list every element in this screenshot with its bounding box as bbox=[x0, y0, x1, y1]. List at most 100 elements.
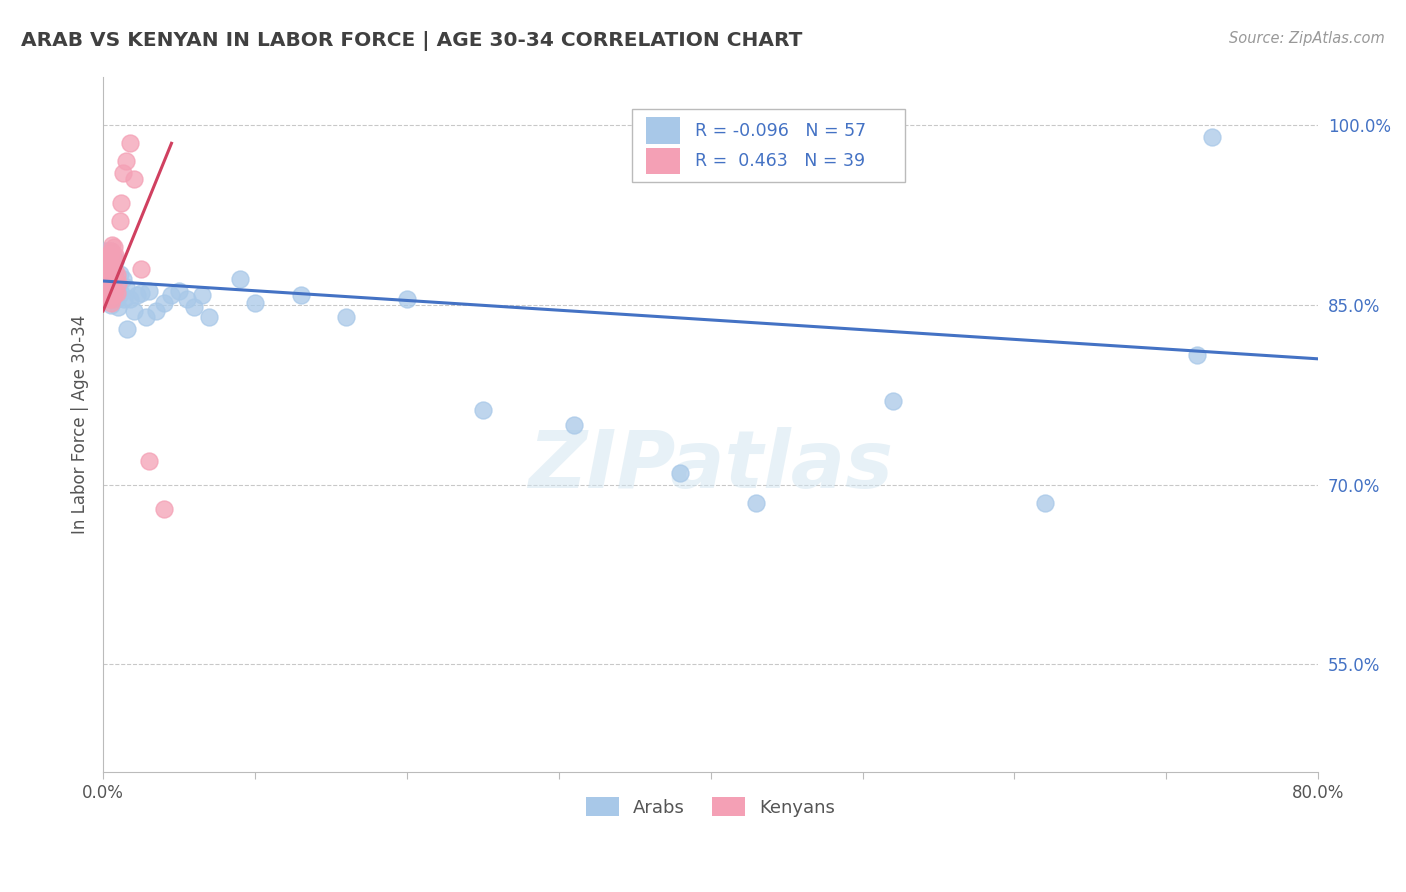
Point bbox=[111, 166, 134, 180]
Point bbox=[129, 262, 152, 277]
Point bbox=[111, 271, 134, 285]
Legend: Arabs, Kenyans: Arabs, Kenyans bbox=[579, 790, 842, 824]
Point bbox=[96, 250, 118, 264]
Point bbox=[100, 298, 122, 312]
Point bbox=[115, 280, 138, 294]
Point bbox=[117, 322, 139, 336]
Point bbox=[98, 250, 121, 264]
Point bbox=[93, 264, 115, 278]
Point bbox=[101, 238, 124, 252]
Point bbox=[100, 260, 122, 274]
Point bbox=[101, 274, 124, 288]
Point bbox=[96, 268, 118, 282]
Point bbox=[112, 292, 135, 306]
Point bbox=[108, 267, 131, 281]
Point bbox=[104, 284, 127, 298]
Point bbox=[1201, 130, 1223, 145]
Point bbox=[120, 292, 142, 306]
Point bbox=[104, 247, 127, 261]
Point bbox=[335, 310, 357, 324]
Point bbox=[145, 304, 167, 318]
Point bbox=[98, 292, 121, 306]
Point bbox=[97, 285, 120, 300]
Point bbox=[100, 295, 122, 310]
Point bbox=[167, 284, 190, 298]
Point bbox=[107, 301, 129, 315]
Point bbox=[96, 288, 118, 302]
Point bbox=[229, 271, 252, 285]
Point bbox=[100, 244, 122, 258]
Point bbox=[93, 262, 115, 277]
Point bbox=[101, 247, 124, 261]
Point bbox=[96, 271, 118, 285]
Point bbox=[93, 244, 115, 258]
Point bbox=[105, 274, 128, 288]
Point bbox=[153, 501, 176, 516]
Point bbox=[105, 285, 128, 300]
Point bbox=[101, 260, 124, 274]
Point bbox=[98, 256, 121, 270]
Point bbox=[104, 271, 127, 285]
Text: R =  0.463   N = 39: R = 0.463 N = 39 bbox=[695, 153, 865, 170]
Point bbox=[745, 495, 768, 509]
Point bbox=[122, 172, 145, 186]
Y-axis label: In Labor Force | Age 30-34: In Labor Force | Age 30-34 bbox=[72, 315, 89, 534]
Point bbox=[562, 417, 585, 432]
Point bbox=[96, 250, 118, 264]
Point bbox=[138, 453, 160, 467]
Point bbox=[125, 288, 148, 302]
Point bbox=[243, 295, 266, 310]
Text: ZIPatlas: ZIPatlas bbox=[529, 427, 893, 506]
Point bbox=[107, 277, 129, 291]
Point bbox=[108, 214, 131, 228]
Point bbox=[1033, 495, 1056, 509]
Point bbox=[176, 292, 198, 306]
Point bbox=[115, 154, 138, 169]
Point bbox=[100, 277, 122, 291]
Point bbox=[97, 244, 120, 258]
Point bbox=[104, 264, 127, 278]
Point bbox=[395, 292, 418, 306]
Point bbox=[129, 285, 152, 300]
Point bbox=[103, 250, 125, 264]
Point bbox=[93, 288, 115, 302]
Point bbox=[101, 292, 124, 306]
Point bbox=[98, 274, 121, 288]
Point bbox=[103, 285, 125, 300]
Point bbox=[97, 280, 120, 294]
Point bbox=[105, 268, 128, 282]
Point bbox=[110, 196, 132, 211]
Point bbox=[153, 295, 176, 310]
Point bbox=[104, 288, 127, 302]
Point bbox=[290, 288, 312, 302]
Point bbox=[101, 247, 124, 261]
Point bbox=[669, 466, 692, 480]
Text: R = -0.096   N = 57: R = -0.096 N = 57 bbox=[695, 121, 866, 139]
Point bbox=[97, 247, 120, 261]
Point bbox=[103, 252, 125, 267]
Point bbox=[103, 271, 125, 285]
Point bbox=[135, 310, 157, 324]
Point bbox=[107, 280, 129, 294]
Point bbox=[98, 285, 121, 300]
Point bbox=[103, 288, 125, 302]
Point bbox=[160, 288, 183, 302]
Point bbox=[471, 403, 494, 417]
Point bbox=[198, 310, 221, 324]
Point bbox=[103, 240, 125, 254]
Point bbox=[110, 285, 132, 300]
Point bbox=[138, 284, 160, 298]
Point bbox=[105, 292, 128, 306]
Point bbox=[100, 262, 122, 277]
FancyBboxPatch shape bbox=[631, 109, 905, 182]
Point bbox=[122, 304, 145, 318]
FancyBboxPatch shape bbox=[647, 148, 681, 175]
FancyBboxPatch shape bbox=[647, 118, 681, 144]
Text: Source: ZipAtlas.com: Source: ZipAtlas.com bbox=[1229, 31, 1385, 46]
Point bbox=[101, 292, 124, 306]
Point bbox=[101, 264, 124, 278]
Point bbox=[183, 301, 205, 315]
Point bbox=[882, 393, 904, 408]
Text: ARAB VS KENYAN IN LABOR FORCE | AGE 30-34 CORRELATION CHART: ARAB VS KENYAN IN LABOR FORCE | AGE 30-3… bbox=[21, 31, 803, 51]
Point bbox=[103, 267, 125, 281]
